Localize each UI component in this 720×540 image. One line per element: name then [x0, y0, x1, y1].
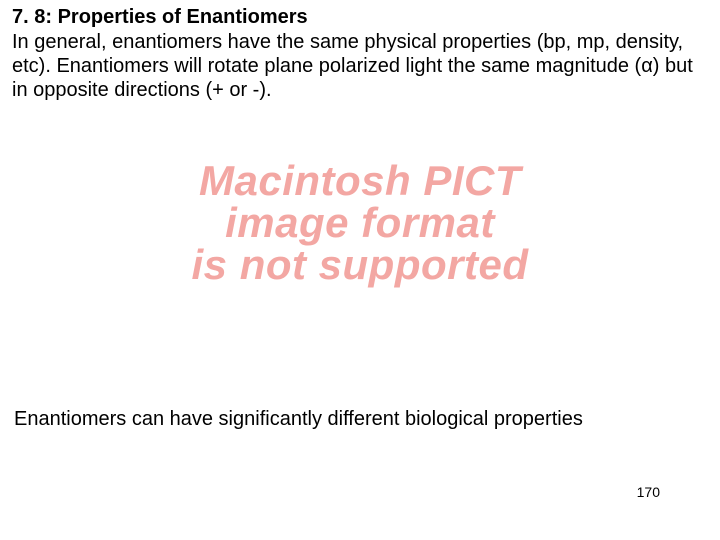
- footer-paragraph: Enantiomers can have significantly diffe…: [14, 408, 706, 431]
- body-paragraph: In general, enantiomers have the same ph…: [12, 30, 708, 102]
- section-heading: 7. 8: Properties of Enantiomers: [12, 6, 708, 29]
- pict-line-3: is not supported: [0, 244, 720, 286]
- slide: 7. 8: Properties of Enantiomers In gener…: [0, 0, 720, 540]
- pict-placeholder: Macintosh PICT image format is not suppo…: [0, 160, 720, 286]
- pict-line-1: Macintosh PICT: [0, 160, 720, 202]
- pict-line-2: image format: [0, 202, 720, 244]
- page-number: 170: [637, 484, 660, 500]
